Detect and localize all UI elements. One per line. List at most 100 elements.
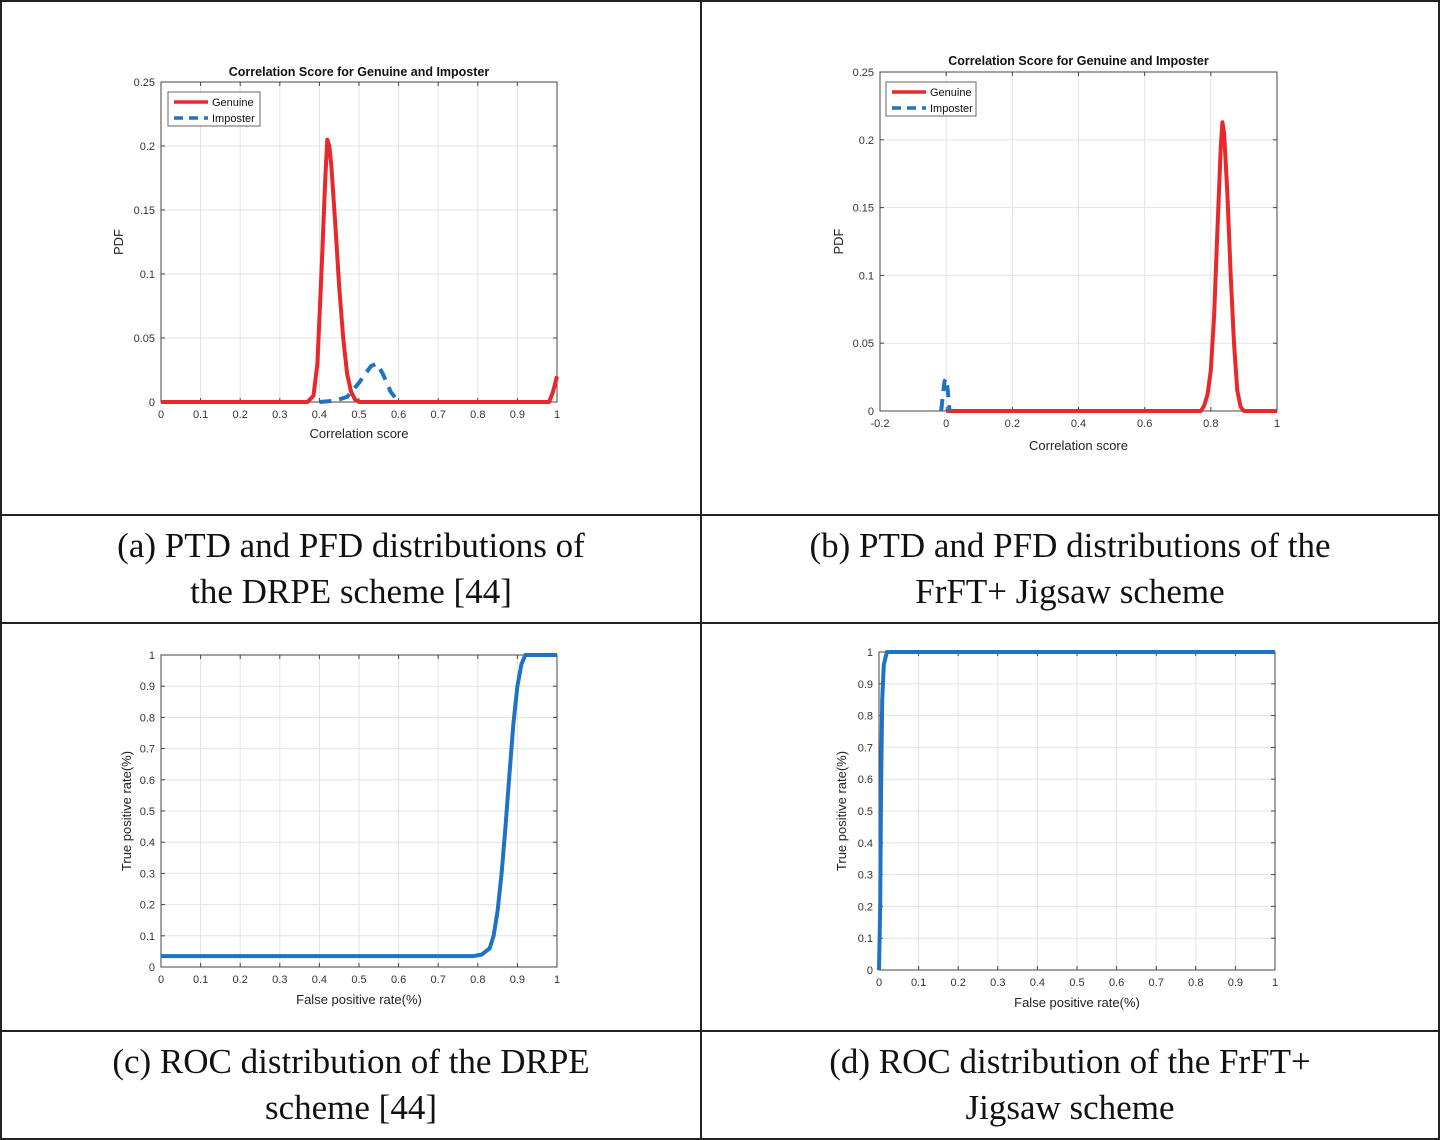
y-tick-label: 0.25 <box>134 77 155 89</box>
series-line-genuine <box>161 137 559 404</box>
x-tick-label: 0.8 <box>1203 418 1218 430</box>
legend-label-imposter: Imposter <box>212 113 255 125</box>
x-tick-label: 0 <box>158 409 164 421</box>
x-tick-label: 1 <box>1274 418 1280 430</box>
x-tick-label: 0.5 <box>351 974 366 986</box>
legend-box <box>885 81 977 117</box>
cell-d <box>700 622 1440 1032</box>
y-tick-label: 0.1 <box>140 269 155 281</box>
x-tick-label: 1 <box>554 974 560 986</box>
legend-label-genuine: Genuine <box>212 97 254 109</box>
caption-a-line1: (a) PTD and PFD distributions of <box>117 526 585 565</box>
x-tick-label: 0.4 <box>1030 977 1045 989</box>
y-tick-label: 0.7 <box>140 744 155 756</box>
series-line-roc <box>877 650 1275 971</box>
y-axis-label: PDF <box>831 228 846 254</box>
chart-c: 0 0.1 0.2 0.3 0.4 0.5 0.6 0.7 0.8 0.9 1 0 0.1 0.2 0.3 0… <box>119 650 560 1007</box>
y-tick-label: 0.1 <box>858 933 873 945</box>
x-tick-label: 0.1 <box>193 974 208 986</box>
x-tick-label: 0.2 <box>951 977 966 989</box>
series-line-roc <box>161 653 557 959</box>
y-tick-label: 0.6 <box>140 775 155 787</box>
cell-b <box>700 0 1440 516</box>
y-tick-label: 1 <box>149 650 155 662</box>
x-tick-label: 0.5 <box>1069 977 1084 989</box>
y-tick-label: 0.9 <box>858 679 873 691</box>
x-axis-label: False positive rate(%) <box>296 992 422 1007</box>
x-tick-label: 0.7 <box>1149 977 1164 989</box>
y-tick-label: 0.2 <box>140 141 155 153</box>
y-tick-label: 1 <box>867 647 873 659</box>
y-tick-label: 0.1 <box>140 931 155 943</box>
series-line-imposter <box>939 376 952 412</box>
x-tick-label: 0.6 <box>1109 977 1124 989</box>
x-tick-label: 0.9 <box>1228 977 1243 989</box>
caption-a-line2: the DRPE scheme [44] <box>190 572 512 611</box>
chart-title: Correlation Score for Genuine and Impost… <box>229 65 490 79</box>
series-line-imposter <box>319 361 401 404</box>
x-tick-label: 0.3 <box>272 974 287 986</box>
x-tick-label: 0.9 <box>510 409 525 421</box>
y-tick-label: 0.8 <box>140 712 155 724</box>
y-tick-label: 0.1 <box>859 270 874 282</box>
y-tick-label: 0.6 <box>858 774 873 786</box>
x-axis-label: False positive rate(%) <box>1014 995 1140 1010</box>
x-tick-label: 0.1 <box>193 409 208 421</box>
chart-a: 0 0.1 0.2 0.3 0.4 0.5 0.6 0.7 0.8 0.9 1 0 0.05 0.1 0.1… <box>111 65 560 441</box>
chart-title: Correlation Score for Genuine and Impost… <box>948 54 1209 68</box>
y-tick-label: 0 <box>867 965 873 977</box>
y-tick-label: 0.25 <box>853 67 874 79</box>
x-tick-label: 0.3 <box>990 977 1005 989</box>
y-tick-label: 0.05 <box>134 333 155 345</box>
caption-d-line1: (d) ROC distribution of the FrFT+ <box>829 1042 1311 1081</box>
y-tick-label: 0.2 <box>859 135 874 147</box>
legend-label-imposter: Imposter <box>930 103 973 115</box>
y-tick-label: 0.9 <box>140 681 155 693</box>
x-tick-label: 0.7 <box>431 409 446 421</box>
y-tick-label: 0.15 <box>134 205 155 217</box>
legend: Genuine Imposter <box>167 91 261 127</box>
y-tick-label: 0.7 <box>858 742 873 754</box>
cell-c <box>0 622 702 1032</box>
y-tick-label: 0.3 <box>140 868 155 880</box>
y-tick-label: 0 <box>149 962 155 974</box>
y-axis-label: PDF <box>111 229 126 255</box>
y-tick-label: 0.4 <box>140 837 155 849</box>
caption-b-line2: FrFT+ Jigsaw scheme <box>915 572 1225 611</box>
legend-box <box>167 91 261 127</box>
y-tick-label: 0 <box>868 406 874 418</box>
y-tick-label: 0.8 <box>858 711 873 723</box>
x-tick-label: 0.4 <box>1071 418 1086 430</box>
x-tick-label: 0 <box>943 418 949 430</box>
x-tick-label: 0.6 <box>391 409 406 421</box>
x-tick-label: -0.2 <box>871 418 890 430</box>
x-tick-label: 1 <box>1272 977 1278 989</box>
x-tick-label: 0.2 <box>233 974 248 986</box>
y-tick-label: 0.3 <box>858 870 873 882</box>
x-axis-label: Correlation score <box>1029 438 1128 453</box>
x-tick-label: 0.5 <box>351 409 366 421</box>
y-axis-label: True positive rate(%) <box>119 751 134 871</box>
y-tick-label: 0.2 <box>140 900 155 912</box>
x-tick-label: 0.8 <box>470 974 485 986</box>
caption-b-line1: (b) PTD and PFD distributions of the <box>809 526 1331 565</box>
x-tick-label: 0.2 <box>1005 418 1020 430</box>
x-tick-label: 0.4 <box>312 974 327 986</box>
y-tick-label: 0 <box>149 397 155 409</box>
x-tick-label: 0.2 <box>233 409 248 421</box>
x-tick-label: 0.3 <box>272 409 287 421</box>
chart-b: -0.2 0 0.2 0.4 0.6 0.8 100.050.10.150.20.25Cor… <box>831 54 1280 453</box>
legend: Genuine Imposter <box>885 81 977 117</box>
caption-c-line1: (c) ROC distribution of the DRPE <box>112 1042 590 1081</box>
cell-a <box>0 0 702 516</box>
chart-d: 0 0.1 0.2 0.3 0.4 0.5 0.6 0.7 0.8 0.9 1 0 0.1 0.2 0.3 0… <box>834 647 1278 1010</box>
x-tick-label: 0.8 <box>1188 977 1203 989</box>
legend-label-genuine: Genuine <box>930 87 972 99</box>
x-tick-label: 0.4 <box>312 409 327 421</box>
y-tick-label: 0.5 <box>140 806 155 818</box>
y-axis-label: True positive rate(%) <box>834 751 849 871</box>
x-tick-label: 0.7 <box>431 974 446 986</box>
x-axis-label: Correlation score <box>310 426 409 441</box>
